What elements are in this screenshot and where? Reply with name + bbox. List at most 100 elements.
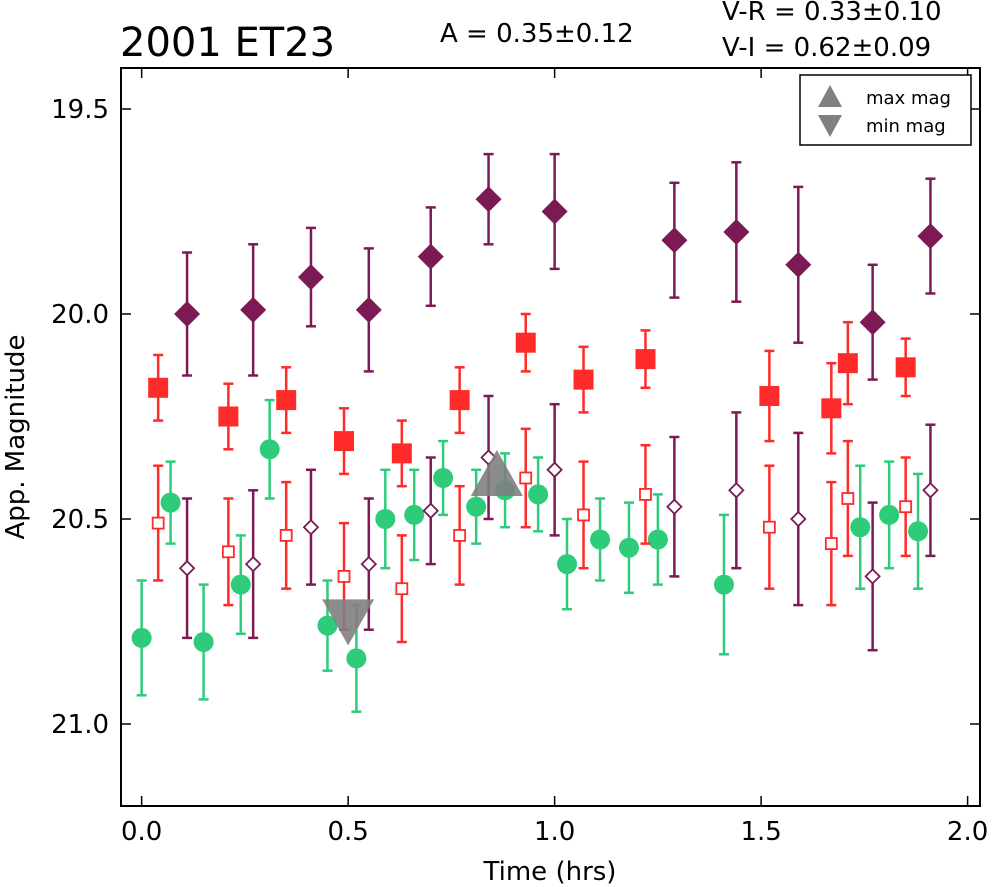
data-point — [895, 357, 916, 378]
y-tick-label: 20.5 — [51, 505, 109, 535]
data-point — [466, 496, 487, 517]
data-point — [922, 482, 939, 499]
x-axis: 0.0 0.5 1.0 1.5 2.0 — [121, 68, 988, 847]
data-point — [546, 461, 563, 479]
data-point — [515, 332, 536, 353]
y-tick-label: 20.0 — [51, 300, 109, 330]
data-point — [417, 243, 444, 270]
data-point — [346, 648, 367, 669]
data-point — [449, 390, 470, 411]
data-point — [639, 487, 652, 501]
data-point — [160, 492, 181, 513]
data-point — [334, 431, 355, 452]
series-circle-filled — [131, 398, 929, 713]
data-point — [279, 529, 293, 542]
data-point — [908, 521, 929, 542]
data-point — [661, 227, 688, 254]
data-point — [519, 471, 533, 485]
series-diamond-filled — [174, 152, 944, 381]
data-point — [785, 251, 812, 278]
data-point — [879, 504, 900, 525]
data-point — [395, 582, 409, 596]
legend-label: max mag — [866, 88, 951, 109]
plot-area — [131, 152, 944, 713]
data-point — [762, 520, 776, 534]
data-point — [131, 627, 152, 648]
x-tick-label: 0.5 — [327, 817, 368, 847]
data-point — [317, 615, 338, 636]
data-point — [824, 537, 838, 550]
data-point — [404, 504, 425, 525]
data-point — [230, 574, 251, 595]
v-r-color-label: V-R = 0.33±0.10 — [722, 0, 942, 27]
data-point — [148, 377, 169, 398]
data-point — [244, 555, 262, 573]
data-point — [577, 508, 590, 522]
data-point — [276, 390, 297, 411]
y-tick-label: 19.5 — [51, 95, 109, 125]
data-point — [635, 349, 656, 370]
data-point — [433, 468, 454, 488]
data-point — [647, 529, 668, 550]
legend: max mag min mag — [799, 74, 972, 146]
y-axis-label: App. Magnitude — [1, 334, 31, 539]
data-point — [759, 386, 780, 406]
x-tick-label: 2.0 — [947, 817, 988, 847]
plot-frame — [120, 67, 981, 807]
data-point — [666, 498, 683, 515]
legend-label: min mag — [866, 116, 946, 137]
data-point — [475, 186, 502, 213]
y-axis: 19.5 20.0 20.5 21.0 — [51, 95, 980, 740]
min-mag-marker — [322, 599, 375, 646]
data-point — [193, 632, 214, 652]
data-point — [355, 296, 382, 323]
data-point — [723, 219, 750, 245]
data-point — [850, 517, 871, 538]
data-point — [790, 510, 807, 528]
data-point — [618, 537, 639, 558]
data-point — [841, 492, 855, 505]
series-square-open — [151, 427, 913, 644]
data-point — [174, 301, 201, 327]
data-point — [837, 353, 858, 374]
legend-max-mag-icon — [818, 85, 842, 107]
data-point — [821, 398, 842, 419]
data-point — [337, 570, 351, 583]
data-point — [391, 443, 412, 464]
data-point — [573, 369, 594, 390]
y-tick-label: 21.0 — [51, 710, 109, 740]
data-point — [528, 484, 549, 505]
data-point — [375, 509, 396, 529]
data-point — [178, 559, 196, 577]
data-point — [590, 529, 611, 550]
amplitude-label: A = 0.35±0.12 — [440, 19, 634, 49]
chart-title: 2001 ET23 — [120, 20, 335, 66]
legend-min-mag-icon — [818, 115, 842, 137]
data-point — [151, 516, 165, 530]
series-diamond-open — [178, 394, 939, 652]
data-point — [240, 296, 267, 323]
x-axis-label: Time (hrs) — [483, 857, 617, 887]
data-point — [297, 264, 324, 291]
data-point — [899, 500, 913, 514]
max-mag-marker — [470, 450, 523, 496]
data-point — [218, 406, 239, 427]
v-i-color-label: V-I = 0.62±0.09 — [722, 33, 931, 63]
data-point — [360, 555, 378, 573]
x-tick-label: 0.0 — [121, 817, 162, 847]
data-point — [917, 223, 944, 250]
x-tick-label: 1.0 — [534, 817, 575, 847]
data-point — [302, 518, 320, 536]
series-square-filled — [148, 312, 916, 488]
data-point — [453, 529, 467, 542]
data-point — [728, 482, 745, 499]
x-tick-label: 1.5 — [740, 817, 781, 847]
data-point — [713, 574, 734, 595]
data-point — [557, 554, 578, 575]
data-point — [859, 309, 886, 336]
data-point — [422, 502, 440, 520]
data-point — [541, 198, 568, 225]
data-point — [864, 568, 881, 585]
data-point — [259, 439, 280, 460]
